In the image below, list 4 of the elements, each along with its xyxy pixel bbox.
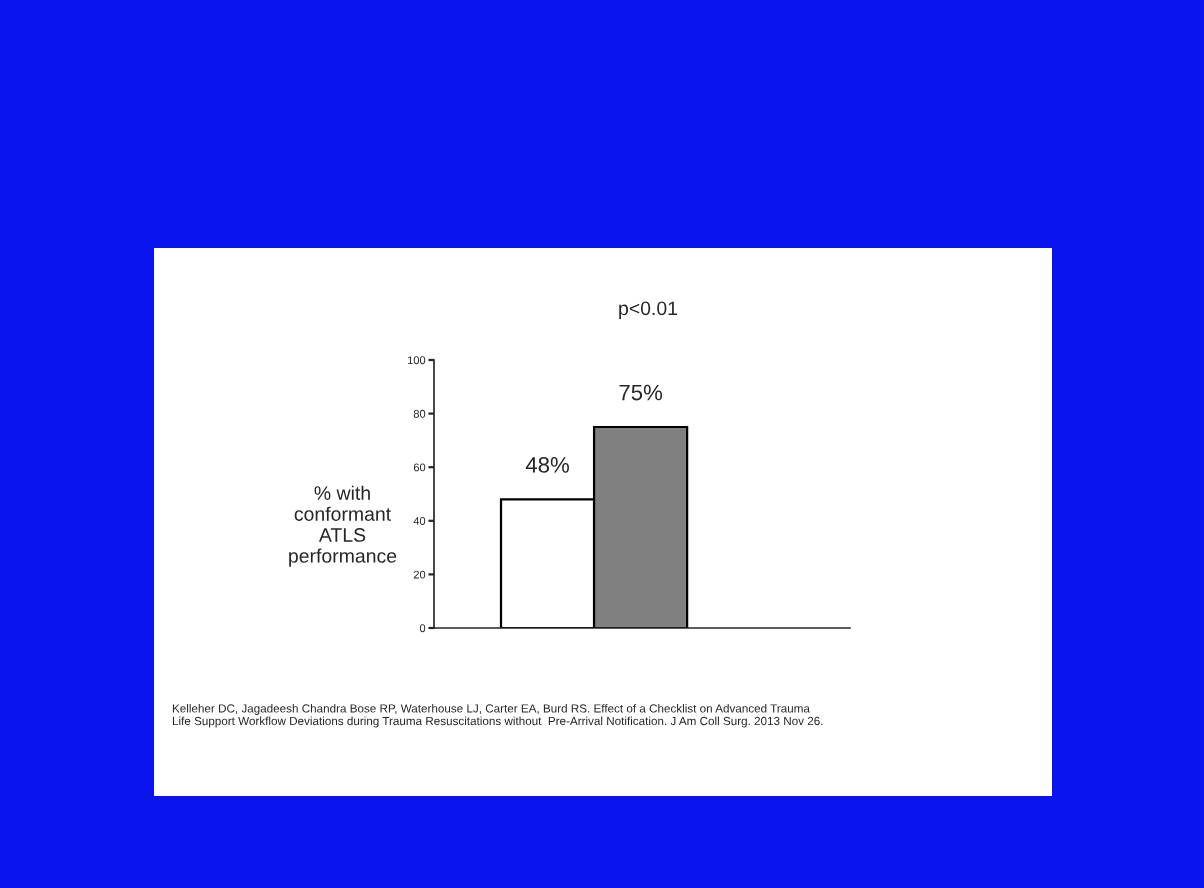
data-label: 48% [525,457,569,473]
y-axis-title: % with conformant ATLS performance [289,485,397,567]
chart-title: p<0.01 [619,301,678,320]
data-label: 75% [619,384,663,401]
